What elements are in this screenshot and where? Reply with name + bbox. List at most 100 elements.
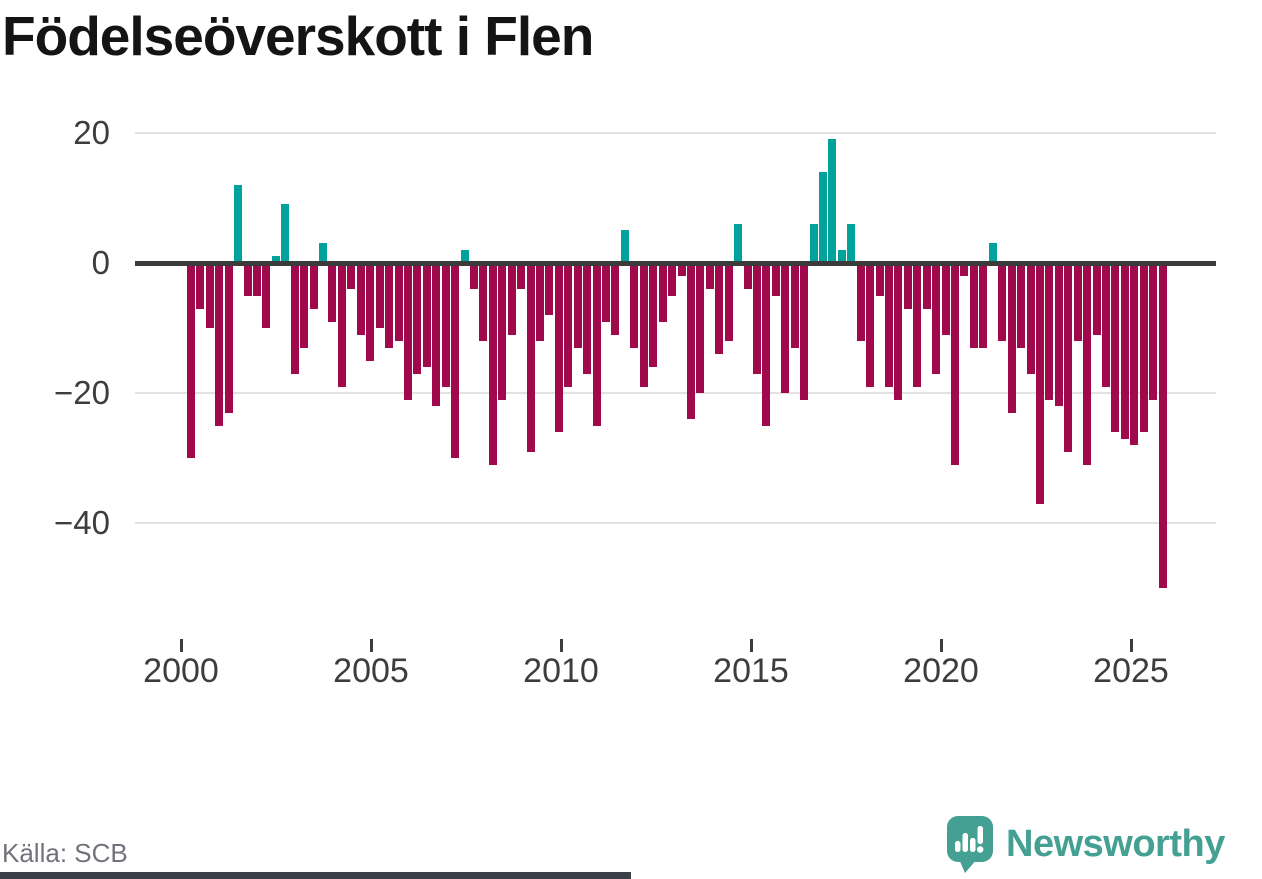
bar xyxy=(404,263,412,400)
bar xyxy=(489,263,497,465)
bar xyxy=(385,263,393,348)
bar xyxy=(555,263,563,432)
bar xyxy=(800,263,808,400)
bar xyxy=(300,263,308,348)
bar xyxy=(1008,263,1016,413)
y-tick-label: −40 xyxy=(54,504,110,541)
bar xyxy=(715,263,723,354)
bar xyxy=(696,263,704,393)
bar xyxy=(630,263,638,348)
bar xyxy=(678,263,686,276)
bar xyxy=(649,263,657,367)
bar xyxy=(564,263,572,387)
x-tick-label: 2005 xyxy=(333,652,409,690)
bar xyxy=(291,263,299,374)
x-tick-label: 2025 xyxy=(1093,652,1169,690)
bar xyxy=(1055,263,1063,406)
newsworthy-icon xyxy=(947,816,993,873)
bar xyxy=(357,263,365,335)
bar xyxy=(583,263,591,374)
bar xyxy=(225,263,233,413)
bar xyxy=(527,263,535,452)
bar xyxy=(1130,263,1138,445)
x-tick-label: 2015 xyxy=(713,652,789,690)
bar xyxy=(423,263,431,367)
bar xyxy=(347,263,355,289)
bar xyxy=(1064,263,1072,452)
bar xyxy=(461,250,469,263)
bar xyxy=(1121,263,1129,439)
gridline xyxy=(135,522,1216,524)
bar xyxy=(621,230,629,263)
bar xyxy=(310,263,318,309)
x-tick-mark xyxy=(940,639,943,652)
bar xyxy=(706,263,714,289)
bar xyxy=(951,263,959,465)
y-tick-label: 20 xyxy=(73,114,110,151)
bar xyxy=(1102,263,1110,387)
bar xyxy=(451,263,459,458)
gridline xyxy=(135,392,1216,394)
bar xyxy=(781,263,789,393)
x-tick-mark xyxy=(560,639,563,652)
bar xyxy=(187,263,195,458)
bar xyxy=(1111,263,1119,432)
bar xyxy=(810,224,818,263)
bar xyxy=(960,263,968,276)
bar xyxy=(1083,263,1091,465)
x-tick-label: 2000 xyxy=(143,652,219,690)
bar xyxy=(1017,263,1025,348)
bar xyxy=(574,263,582,348)
bar xyxy=(593,263,601,426)
bar xyxy=(338,263,346,387)
bar xyxy=(395,263,403,341)
gridline xyxy=(135,132,1216,134)
bar xyxy=(1036,263,1044,504)
bar xyxy=(828,139,836,263)
bar xyxy=(640,263,648,387)
chart-title: Födelseöverskott i Flen xyxy=(2,5,594,67)
bar xyxy=(979,263,987,348)
bar xyxy=(413,263,421,374)
newsworthy-logo: Newsworthy xyxy=(946,814,1225,874)
bar xyxy=(932,263,940,374)
bar xyxy=(1149,263,1157,400)
bar xyxy=(498,263,506,400)
bar xyxy=(432,263,440,406)
bar xyxy=(847,224,855,263)
bar xyxy=(725,263,733,341)
bar xyxy=(970,263,978,348)
bar xyxy=(659,263,667,322)
source-note: Källa: SCB xyxy=(2,838,128,868)
bar xyxy=(1140,263,1148,432)
bar xyxy=(479,263,487,341)
y-tick-label: −20 xyxy=(54,374,110,411)
bar xyxy=(857,263,865,341)
bar xyxy=(611,263,619,335)
bar xyxy=(328,263,336,322)
bar xyxy=(281,204,289,263)
bar xyxy=(253,263,261,296)
x-tick-mark xyxy=(1130,639,1133,652)
bar xyxy=(998,263,1006,341)
x-tick-label: 2020 xyxy=(903,652,979,690)
bar xyxy=(206,263,214,328)
bar xyxy=(1027,263,1035,374)
bar xyxy=(602,263,610,322)
bar xyxy=(234,185,242,263)
bar xyxy=(1159,263,1167,588)
zero-axis-line xyxy=(135,260,1216,266)
bar xyxy=(1093,263,1101,335)
bar xyxy=(536,263,544,341)
bar xyxy=(885,263,893,387)
bar xyxy=(517,263,525,289)
bar xyxy=(687,263,695,419)
bar xyxy=(744,263,752,289)
bar xyxy=(894,263,902,400)
bar xyxy=(734,224,742,263)
y-tick-label: 0 xyxy=(91,244,110,281)
bottom-strip xyxy=(0,872,631,879)
bar xyxy=(442,263,450,387)
newsworthy-logo-text: Newsworthy xyxy=(1006,823,1225,865)
